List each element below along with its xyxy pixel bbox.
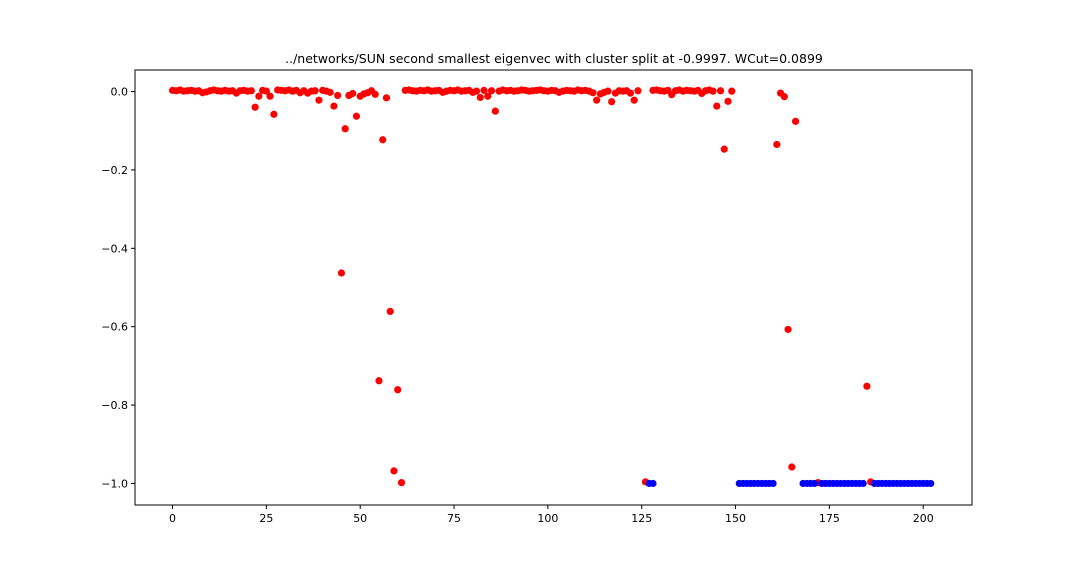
x-tick-label: 100 — [537, 512, 558, 525]
data-point — [326, 88, 334, 96]
y-tick-label: −0.6 — [101, 321, 128, 334]
x-tick-label: 75 — [447, 512, 461, 525]
chart-title: ../networks/SUN second smallest eigenvec… — [285, 51, 823, 66]
y-tick-label: −0.8 — [101, 399, 128, 412]
data-point — [266, 92, 274, 100]
data-point — [491, 107, 499, 115]
data-point — [382, 94, 391, 102]
data-point — [773, 140, 781, 149]
data-point — [397, 479, 406, 487]
data-point — [604, 87, 612, 95]
data-point — [311, 87, 319, 95]
data-point — [375, 377, 383, 385]
data-point — [341, 125, 349, 133]
data-point — [589, 89, 597, 97]
data-point — [626, 89, 635, 97]
data-point — [379, 136, 387, 144]
data-point — [352, 112, 361, 120]
data-point — [788, 463, 796, 471]
data-point — [480, 86, 488, 94]
data-point — [251, 103, 259, 111]
y-tick-label: 0.0 — [111, 86, 129, 99]
data-point — [780, 93, 788, 101]
data-point — [713, 102, 721, 110]
data-point — [927, 479, 935, 488]
data-point — [349, 89, 357, 98]
data-point — [255, 92, 263, 100]
data-point — [472, 87, 481, 95]
y-tick-label: −1.0 — [101, 477, 128, 490]
data-point — [728, 87, 736, 95]
data-point — [810, 479, 818, 488]
data-point — [863, 382, 871, 390]
data-point — [630, 96, 638, 104]
x-tick-label: 150 — [725, 512, 746, 525]
data-point — [386, 307, 394, 316]
x-tick-label: 25 — [259, 512, 273, 525]
axes: 0 25 50 75 100 125 150 175 200 0.0 −0.2 −0.4 −0.6 −0.… — [101, 86, 933, 525]
data-point — [371, 90, 379, 98]
data-point — [484, 92, 492, 100]
x-tick-label: 200 — [913, 512, 934, 525]
y-tick-label: −0.2 — [101, 164, 128, 177]
data-point — [791, 117, 800, 125]
x-tick-label: 125 — [631, 512, 652, 525]
data-point — [394, 386, 402, 394]
data-point — [709, 87, 717, 95]
data-point — [649, 479, 657, 488]
data-point — [784, 325, 792, 334]
data-point — [247, 87, 255, 95]
data-point — [724, 97, 732, 105]
data-point — [262, 87, 270, 95]
data-point — [330, 102, 338, 110]
data-point — [634, 87, 642, 95]
data-point — [390, 467, 398, 475]
data-point — [593, 96, 601, 104]
data-point — [859, 479, 867, 488]
data-point — [608, 98, 616, 106]
data-point — [315, 96, 323, 104]
x-tick-label: 175 — [819, 512, 840, 525]
data-point — [270, 110, 278, 118]
data-point — [334, 91, 342, 100]
plot-points — [168, 86, 935, 488]
data-point — [337, 269, 346, 277]
data-point — [487, 87, 496, 95]
data-point — [716, 87, 725, 95]
y-tick-label: −0.4 — [101, 242, 128, 255]
data-point — [720, 145, 728, 153]
data-point — [476, 93, 484, 102]
plot-frame — [134, 69, 973, 506]
x-tick-label: 0 — [169, 512, 176, 525]
data-point — [769, 479, 777, 488]
x-tick-label: 50 — [353, 512, 367, 525]
